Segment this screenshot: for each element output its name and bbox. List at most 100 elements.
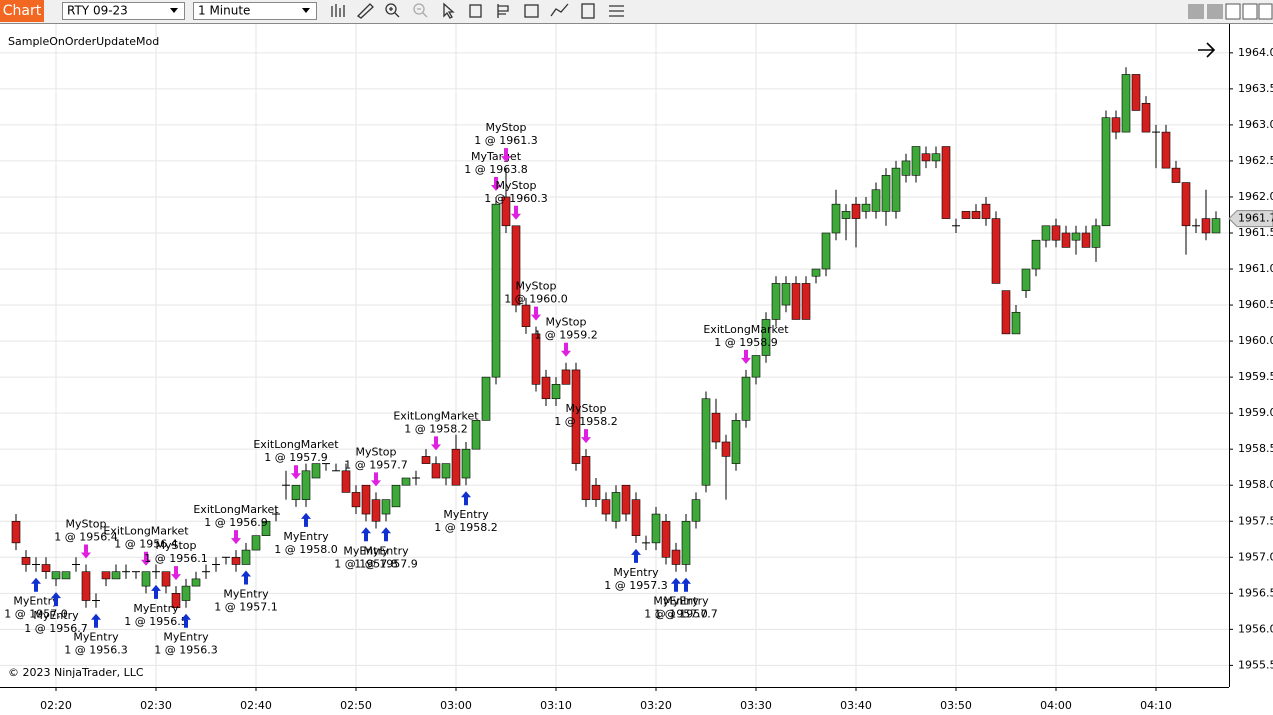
candle-body [661,520,671,558]
candle-body [871,189,881,212]
candle-body [421,456,431,464]
candle-body [531,333,541,385]
candle-body [921,153,931,162]
candle-body [101,571,111,580]
indicators-icon[interactable] [550,3,569,17]
buy-arrow [461,491,471,506]
order-name: MyStop [495,179,536,192]
candle-body [11,520,21,544]
y-tick-label: 1955.5 [1238,658,1273,671]
order-name: MyStop [155,539,196,552]
order-text: 1 @ 1960.3 [484,192,547,205]
sell-arrow [491,176,501,191]
candle-body [301,470,311,500]
maximize-button[interactable] [1242,3,1258,20]
candle-body [891,167,901,212]
app-tab[interactable] [0,0,44,22]
draw-icon[interactable] [356,3,374,19]
candle-body [341,470,351,493]
candle-body [621,484,631,515]
candle-body [801,283,811,320]
y-tick-label: 1960.5 [1238,298,1273,311]
candle-body [1071,232,1081,241]
y-tick-label: 1957.0 [1238,550,1273,563]
zoom-in-icon[interactable] [385,3,400,18]
x-tick-label: 04:10 [1140,699,1172,712]
candle-body [1181,182,1191,227]
candle-body [671,549,681,565]
y-tick-label: 1959.0 [1238,406,1273,419]
candle-body [501,196,511,227]
interval-label: 1 Minute [198,4,250,18]
candle-body [231,556,241,565]
order-name: MyEntry [163,631,209,644]
candle-body [941,146,951,219]
minimize-button[interactable] [1225,3,1241,20]
candle-body [721,441,731,457]
candle-body [1031,239,1041,270]
sell-arrow [511,205,521,220]
order-text: 1 @ 1957.8 [334,557,397,570]
y-tick-label: 1958.0 [1238,478,1273,491]
candle-body [451,448,461,486]
candle-body [1111,117,1121,133]
candle-body [631,499,641,536]
sell-arrow [561,342,571,357]
window-button[interactable] [1188,4,1204,19]
candle-body [701,398,711,486]
x-tick-label: 02:50 [340,699,372,712]
candle-body [161,571,171,587]
candle-body [431,463,441,479]
strategies-icon[interactable] [524,4,539,18]
buy-arrow [241,570,251,585]
candle-body [1101,117,1111,227]
candle-body [241,549,251,565]
order-text: 1 @ 1957.9 [354,557,417,570]
order-name: MyEntry [73,631,119,644]
bar-type-icon[interactable] [331,4,345,17]
candle-body [471,420,481,450]
zoom-out-icon[interactable] [413,3,428,18]
candle-body [971,211,981,219]
candle-body [741,376,751,421]
candle-body [1081,232,1091,248]
candle-body [771,283,781,320]
candle-body [1001,290,1011,335]
candle-body [111,571,121,580]
order-text: 1 @ 1957.1 [214,600,277,613]
candle-body [291,484,301,500]
candle-body [1161,131,1171,169]
templates-icon[interactable] [497,4,509,18]
candle-body [81,571,91,601]
candle-body [191,578,201,587]
candle-body [371,499,381,522]
order-name: MyStop [515,280,556,293]
pointer-icon[interactable] [443,2,455,19]
properties-icon[interactable] [469,4,482,18]
candle-body [541,376,551,400]
candle-body [731,420,741,464]
candle-body [521,304,531,327]
instrument-select[interactable] [62,2,185,20]
candle-body [691,499,701,522]
sell-arrow [171,566,181,581]
plot-area [0,24,1229,687]
y-tick-label: 1959.5 [1238,370,1273,383]
buy-arrow [181,613,191,628]
data-box-icon[interactable] [581,3,595,19]
candle-body [381,499,391,515]
window-button[interactable] [1207,4,1223,19]
candle-body [1141,102,1151,133]
interval-select[interactable] [193,2,317,20]
y-tick-label: 1961.0 [1238,262,1273,275]
buy-arrow [381,527,391,542]
order-name: MyStop [545,316,586,329]
candle-body [601,499,611,515]
close-button[interactable] [1258,3,1273,20]
order-text: 1 @ 1956.3 [64,644,127,657]
order-text: 1 @ 1957.7 [344,458,407,471]
scroll-right-button[interactable] [1198,42,1216,58]
y-tick-label: 1962.5 [1238,154,1273,167]
menu-icon[interactable] [609,5,624,17]
